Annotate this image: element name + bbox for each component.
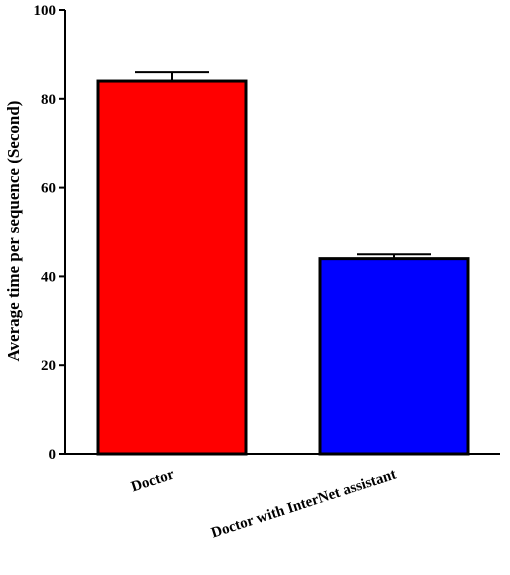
x-category-label: Doctor with InterNet assistant	[209, 467, 398, 542]
y-tick-label: 100	[34, 3, 57, 19]
y-tick-label: 20	[41, 358, 56, 374]
bar-doctor	[96, 79, 248, 456]
x-category-label: Doctor	[129, 466, 176, 495]
y-tick-label: 0	[49, 447, 57, 463]
plot-area: 0 20 40 60 80 100 Doctor Doctor with InterNet a…	[34, 3, 500, 542]
y-tick-label: 80	[41, 92, 56, 108]
y-tick-label: 60	[41, 181, 56, 197]
bar-doctor-with-internet-assistant	[318, 257, 470, 456]
y-tick-label: 40	[41, 269, 56, 285]
y-axis-title: Average time per sequence (Second)	[4, 101, 23, 362]
